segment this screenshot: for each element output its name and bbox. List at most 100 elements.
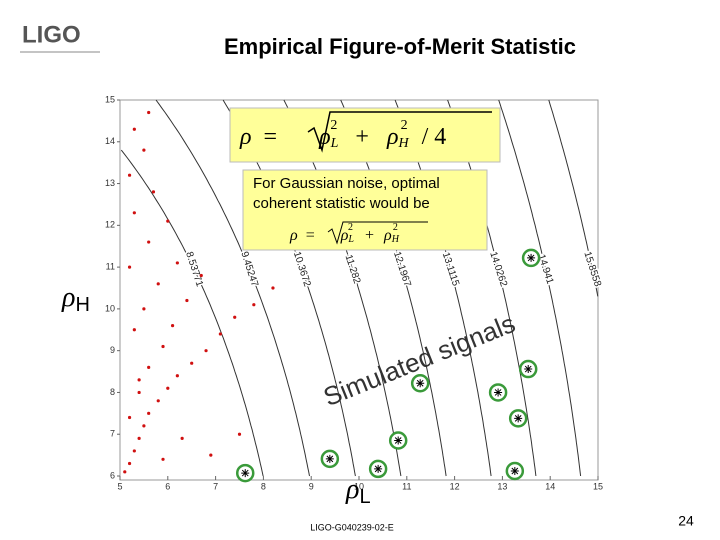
sym: ρ — [289, 227, 298, 244]
noise-point — [180, 436, 184, 440]
noise-point — [175, 374, 179, 378]
star — [514, 414, 523, 423]
noise-point — [233, 315, 237, 319]
noise-point — [218, 332, 222, 336]
noise-point — [137, 378, 141, 382]
noise-point — [147, 365, 151, 369]
radical — [307, 111, 492, 153]
noise-point — [175, 261, 179, 265]
y-tick-label: 12 — [105, 220, 115, 230]
y-tick-label: 10 — [105, 303, 115, 313]
noise-point — [142, 307, 146, 311]
sym: L — [347, 234, 354, 245]
noise-point — [142, 424, 146, 428]
sym: + — [355, 124, 369, 150]
note-bg — [242, 169, 488, 251]
star — [241, 469, 250, 478]
contour — [447, 99, 537, 477]
noise-point — [156, 399, 160, 403]
x-tick-label: 13 — [497, 481, 507, 491]
x-tick-label: 12 — [450, 481, 460, 491]
noise-point — [127, 265, 132, 269]
y-tick-label: 15 — [105, 94, 115, 104]
noise-point — [166, 386, 170, 390]
x-tick-label: 6 — [165, 481, 170, 491]
contour — [155, 99, 310, 477]
x-tick-label: 5 — [117, 481, 122, 491]
x-tick-label: 8 — [261, 481, 266, 491]
noise-point — [137, 436, 141, 440]
noise-point — [185, 298, 189, 303]
formula-bg — [229, 107, 501, 163]
noise-point — [170, 324, 175, 328]
x-tick-label: 9 — [309, 481, 314, 491]
note-line: For Gaussian noise, optimal — [253, 175, 440, 192]
noise-point — [147, 411, 151, 415]
noise-point — [237, 432, 242, 436]
noise-point — [161, 344, 165, 349]
x-tick-label: 15 — [593, 481, 603, 491]
star — [524, 365, 533, 374]
noise-point — [123, 470, 127, 474]
contour — [222, 99, 356, 477]
sym: H — [397, 136, 409, 151]
star — [374, 464, 383, 473]
y-axis-label: ρH — [61, 282, 90, 316]
y-tick-label: 13 — [105, 178, 115, 188]
slide-title: Empirical Figure-of-Merit Statistic — [224, 34, 576, 59]
note-formula: ρ = ρL2 + ρH2 — [289, 219, 400, 246]
note-box: For Gaussian noise, optimal coherent sta… — [242, 169, 488, 251]
sym: 2 — [401, 118, 408, 133]
contour — [548, 99, 599, 297]
x-axis-label: ρL — [345, 474, 371, 508]
sym: ρ — [239, 124, 252, 150]
noise-point — [137, 390, 141, 395]
sym: ρ — [383, 227, 392, 244]
contour — [394, 99, 492, 477]
y-tick-label: 6 — [110, 470, 115, 480]
sym: 2 — [393, 222, 398, 233]
noise-point — [127, 173, 132, 177]
x-tick-label: 7 — [213, 481, 218, 491]
noise-point — [132, 328, 136, 332]
noise-point — [190, 361, 194, 365]
y-tick-label: 14 — [105, 136, 115, 146]
contour — [120, 149, 264, 477]
noise-point — [161, 457, 165, 461]
noise-point — [147, 240, 151, 244]
note-line: coherent statistic would be — [253, 195, 430, 212]
y-tick-label: 9 — [110, 345, 115, 355]
sym: ρ — [61, 282, 75, 313]
sym: 2 — [330, 118, 337, 133]
noise-point — [204, 349, 208, 353]
sym: L — [330, 136, 339, 151]
noise-point — [147, 110, 151, 115]
sym: H — [391, 234, 400, 245]
noise-point — [142, 148, 146, 152]
noise-point — [209, 453, 213, 457]
sym: L — [359, 486, 370, 508]
formula-box: ρ = ρL2 + ρH2 / 4 — [229, 107, 501, 163]
sym: + — [365, 227, 374, 244]
noise-point — [151, 190, 156, 194]
noise-point — [156, 282, 160, 286]
doc-id: LIGO-G040239-02-E — [310, 522, 394, 532]
sym: = — [306, 227, 315, 244]
x-tick-label: 10 — [354, 481, 364, 491]
star — [394, 436, 403, 445]
sym: ρ — [345, 474, 359, 505]
star — [494, 388, 503, 397]
contour — [283, 99, 402, 477]
contour — [498, 99, 582, 477]
noise-point — [132, 211, 136, 215]
contour — [340, 99, 447, 477]
radical — [327, 221, 428, 245]
noise-point — [132, 127, 136, 131]
noise-point — [127, 461, 132, 466]
y-tick-label: 7 — [110, 429, 115, 439]
sym: / 4 — [422, 124, 447, 150]
y-tick-label: 8 — [110, 387, 115, 397]
page-number: 24 — [678, 513, 694, 529]
x-tick-label: 14 — [545, 481, 555, 491]
y-tick-label: 11 — [106, 261, 115, 271]
